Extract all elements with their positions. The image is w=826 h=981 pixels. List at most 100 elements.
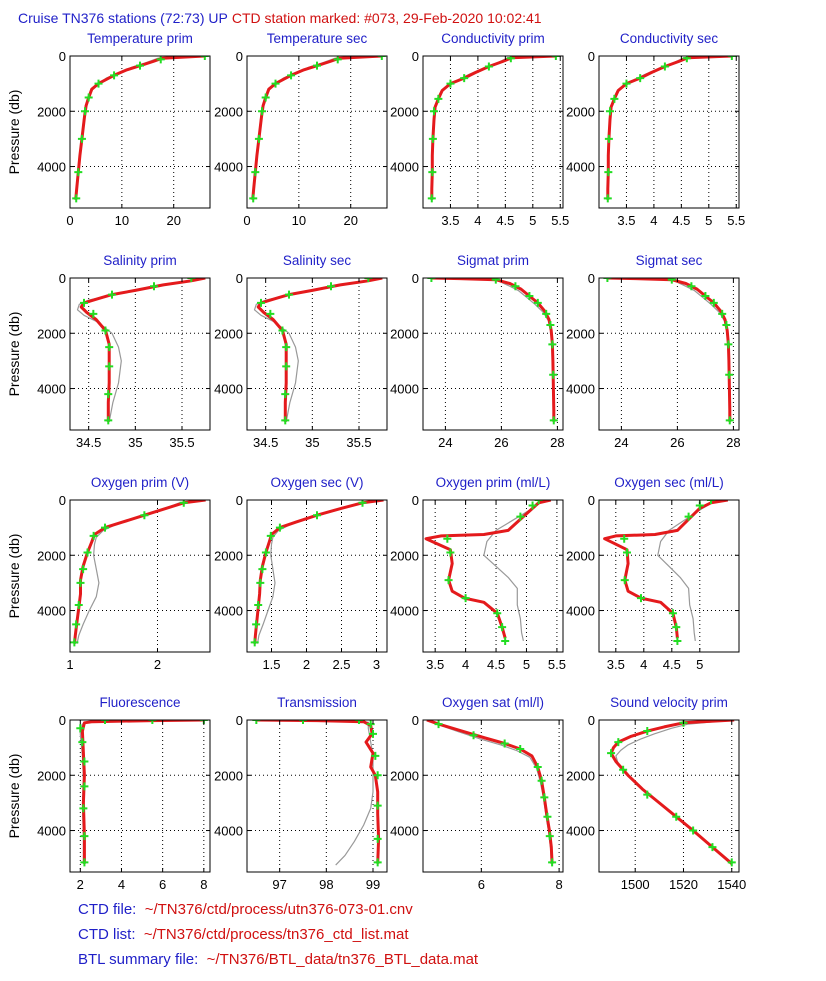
bottle-marker bbox=[672, 623, 681, 632]
bottle-marker bbox=[105, 362, 114, 371]
y-tick-label: 2000 bbox=[390, 326, 419, 341]
bottle-marker bbox=[428, 168, 437, 177]
axes-box bbox=[598, 277, 740, 431]
y-tick-label: 2000 bbox=[566, 326, 595, 341]
bottle-marker bbox=[313, 511, 321, 520]
panel-title: Salinity prim bbox=[103, 253, 177, 268]
marked-cast-line bbox=[251, 56, 382, 200]
y-tick-label: 0 bbox=[412, 271, 419, 286]
marked-cast-line bbox=[431, 278, 556, 422]
other-cast-line bbox=[79, 720, 200, 864]
x-tick-label: 28 bbox=[726, 435, 740, 450]
bottle-marker bbox=[610, 94, 619, 103]
footer-ctd-file-value: ~/TN376/ctd/process/utn376-073-01.cnv bbox=[144, 901, 413, 918]
bottle-marker bbox=[443, 534, 452, 543]
y-tick-label: 4000 bbox=[214, 824, 243, 839]
bottle-marker bbox=[313, 61, 321, 70]
footer-btl-file-value: ~/TN376/BTL_data/tn376_BTL_data.mat bbox=[206, 951, 479, 968]
x-tick-label: 4 bbox=[474, 213, 481, 228]
marked-cast-line bbox=[79, 278, 206, 422]
bottle-marker bbox=[516, 745, 525, 754]
x-tick-label: 5.5 bbox=[548, 657, 566, 672]
y-tick-label: 0 bbox=[236, 271, 243, 286]
x-tick-label: 0 bbox=[66, 213, 73, 228]
footer-ctd-file-label: CTD file: bbox=[78, 901, 137, 918]
bottle-marker bbox=[80, 858, 89, 867]
x-tick-label: 24 bbox=[438, 435, 452, 450]
x-tick-label: 1.5 bbox=[262, 657, 280, 672]
other-cast-line bbox=[75, 56, 200, 200]
bottle-marker bbox=[94, 79, 103, 88]
bottle-marker bbox=[534, 500, 543, 504]
y-tick-label: 0 bbox=[236, 493, 243, 508]
panel-12: 2 4 6 8 0 2000 4000 Fluorescence Pressure (db) bbox=[6, 695, 211, 892]
x-tick-label: 24 bbox=[614, 435, 628, 450]
bottle-marker bbox=[275, 523, 284, 532]
y-tick-label: 4000 bbox=[214, 160, 243, 175]
panel-9: 1.5 2 2.5 3 0 2000 4000 Oxygen sec (V) bbox=[214, 475, 388, 672]
y-tick-label: 4000 bbox=[37, 824, 66, 839]
bottle-marker bbox=[725, 416, 734, 425]
panel-title: Transmission bbox=[277, 695, 357, 710]
bottle-marker bbox=[250, 638, 259, 647]
bottle-marker bbox=[373, 771, 382, 780]
bottle-marker bbox=[622, 79, 631, 88]
x-tick-label: 5 bbox=[523, 657, 530, 672]
bottle-marker bbox=[687, 282, 696, 291]
bottle-marker bbox=[101, 523, 109, 532]
bottle-marker bbox=[77, 134, 86, 143]
panel-data-layer bbox=[253, 278, 383, 425]
bottle-marker bbox=[80, 757, 89, 766]
y-axis-label: Pressure (db) bbox=[6, 312, 22, 397]
other-cast-line bbox=[615, 720, 733, 865]
bottle-marker bbox=[603, 278, 612, 282]
x-tick-label: 1500 bbox=[621, 877, 650, 892]
axes-box bbox=[422, 499, 564, 653]
bottle-marker bbox=[545, 832, 554, 841]
y-tick-label: 4000 bbox=[390, 382, 419, 397]
x-tick-label: 35.5 bbox=[346, 435, 371, 450]
bottle-marker bbox=[72, 620, 81, 629]
x-tick-label: 20 bbox=[343, 213, 357, 228]
bottle-marker bbox=[70, 638, 79, 647]
x-tick-label: 34.5 bbox=[76, 435, 101, 450]
bottle-marker bbox=[373, 801, 382, 810]
bottle-marker bbox=[727, 56, 736, 60]
bottle-marker bbox=[105, 343, 114, 352]
bottle-marker bbox=[377, 56, 386, 60]
x-tick-label: 28 bbox=[550, 435, 564, 450]
footer-ctd-list-label: CTD list: bbox=[78, 926, 136, 943]
bottle-marker bbox=[251, 168, 260, 177]
x-tick-label: 34.5 bbox=[253, 435, 278, 450]
axes-box bbox=[422, 55, 564, 209]
bottle-marker bbox=[256, 578, 265, 587]
bottle-marker bbox=[546, 320, 555, 329]
bottle-marker bbox=[281, 416, 290, 425]
bottle-marker bbox=[724, 340, 733, 349]
y-tick-label: 0 bbox=[412, 493, 419, 508]
bottle-marker bbox=[498, 623, 507, 632]
x-tick-label: 1 bbox=[66, 657, 73, 672]
y-tick-label: 2000 bbox=[37, 104, 66, 119]
bottle-marker bbox=[258, 565, 267, 574]
y-tick-label: 2000 bbox=[566, 768, 595, 783]
x-tick-label: 2.5 bbox=[332, 657, 350, 672]
bottle-marker bbox=[108, 290, 116, 299]
other-cast-line bbox=[657, 500, 717, 641]
panel-title: Sigmat sec bbox=[636, 253, 703, 268]
y-tick-label: 4000 bbox=[37, 382, 66, 397]
x-tick-label: 3.5 bbox=[441, 213, 459, 228]
bottle-marker bbox=[427, 194, 436, 203]
bottle-marker bbox=[373, 834, 382, 843]
panel-title: Sigmat prim bbox=[457, 253, 529, 268]
panel-10: 3.5 4 4.5 5 5.5 0 2000 4000 Oxygen prim (ml/L) bbox=[390, 475, 566, 672]
bottle-marker bbox=[540, 793, 549, 802]
panel-15: 1500 1520 1540 0 2000 4000 Sound velocity prim bbox=[566, 695, 746, 892]
x-tick-label: 0 bbox=[243, 213, 250, 228]
bottle-marker bbox=[282, 362, 291, 371]
marked-cast-line bbox=[607, 278, 732, 422]
bottle-marker bbox=[673, 636, 682, 645]
other-cast-line bbox=[607, 56, 726, 200]
bottle-marker bbox=[511, 282, 520, 291]
